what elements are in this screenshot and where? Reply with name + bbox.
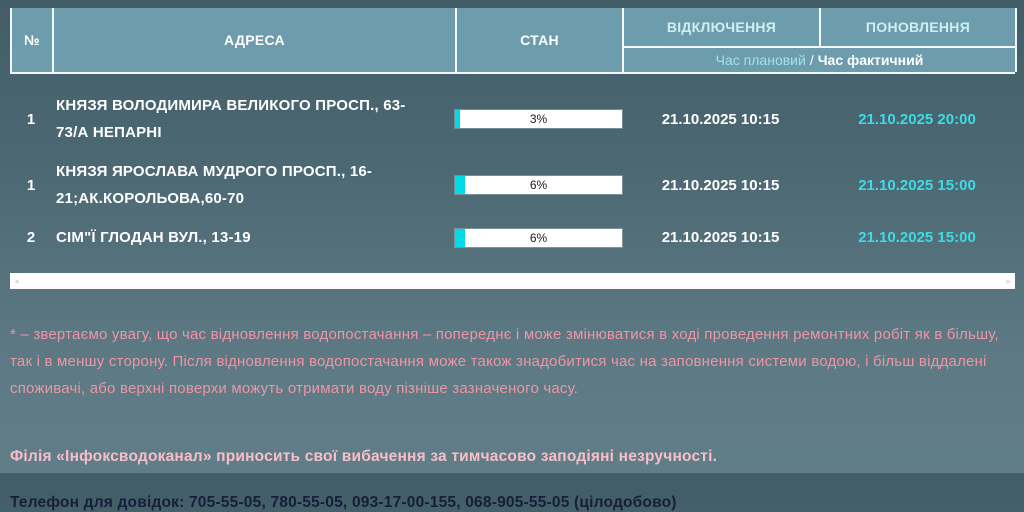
subheader-time-legend: Час плановий / Час фактичний bbox=[624, 46, 1017, 72]
outage-table-header: № АДРЕСА СТАН ВІДКЛЮЧЕННЯ ПОНОВЛЕННЯ Час… bbox=[10, 8, 1017, 74]
progress-bar-fill bbox=[455, 176, 466, 194]
row-state: 6% bbox=[455, 176, 622, 194]
row-disconnect-time: 21.10.2025 10:15 bbox=[661, 229, 780, 246]
col-header-address: АДРЕСА bbox=[54, 8, 457, 72]
progress-bar-label: 6% bbox=[529, 178, 548, 192]
subheader-separator: / bbox=[809, 52, 814, 68]
row-state: 3% bbox=[455, 110, 622, 128]
row-restore-time: 21.10.2025 15:00 bbox=[858, 229, 976, 246]
col-header-disconnect: ВІДКЛЮЧЕННЯ bbox=[624, 8, 821, 46]
outage-table-body: 1 КНЯЗЯ ВОЛОДИМИРА ВЕЛИКОГО ПРОСП., 63-7… bbox=[10, 86, 1015, 257]
progress-bar: 3% bbox=[455, 110, 622, 128]
subheader-actual-label: Час фактичний bbox=[817, 52, 924, 68]
row-address: СІМ"Ї ГЛОДАН ВУЛ., 13-19 bbox=[56, 229, 251, 246]
row-disconnect-time: 21.10.2025 10:15 bbox=[661, 110, 780, 128]
progress-bar: 6% bbox=[455, 228, 622, 247]
subheader-planned-label: Час плановий bbox=[715, 52, 806, 68]
phone-info: Телефон для довідок: 705-55-05, 780-55-0… bbox=[10, 494, 677, 511]
horizontal-scrollbar[interactable]: ◂ ▸ bbox=[10, 273, 1015, 289]
progress-bar: 6% bbox=[455, 176, 622, 194]
scroll-left-icon[interactable]: ◂ bbox=[14, 275, 19, 286]
row-disconnect-time: 21.10.2025 10:15 bbox=[661, 176, 780, 194]
col-header-restore: ПОНОВЛЕННЯ bbox=[821, 8, 1017, 46]
row-state: 6% bbox=[455, 228, 622, 247]
row-address: КНЯЗЯ ВОЛОДИМИРА ВЕЛИКОГО ПРОСП., 63-73/… bbox=[56, 97, 406, 141]
row-number: 2 bbox=[26, 229, 36, 246]
progress-bar-fill bbox=[455, 228, 466, 247]
col-header-state: СТАН bbox=[457, 8, 624, 72]
row-number: 1 bbox=[26, 110, 36, 128]
col-header-number: № bbox=[12, 8, 54, 72]
row-restore-time: 21.10.2025 15:00 bbox=[858, 176, 976, 194]
apology-note: Філія «Інфоксводоканал» приносить свої в… bbox=[10, 448, 718, 465]
progress-bar-fill bbox=[455, 110, 460, 128]
scroll-right-icon[interactable]: ▸ bbox=[1006, 275, 1011, 286]
progress-bar-label: 6% bbox=[529, 230, 548, 245]
restoration-warning-note: * – звертаємо увагу, що час відновлення … bbox=[10, 326, 999, 397]
notes-section: * – звертаємо увагу, що час відновлення … bbox=[10, 289, 1015, 512]
table-row: 2 СІМ"Ї ГЛОДАН ВУЛ., 13-19 6% 21.10.2025… bbox=[10, 218, 1015, 257]
progress-bar-label: 3% bbox=[529, 112, 548, 126]
row-number: 1 bbox=[26, 176, 36, 194]
row-restore-time: 21.10.2025 20:00 bbox=[858, 110, 976, 128]
table-row: 1 КНЯЗЯ ВОЛОДИМИРА ВЕЛИКОГО ПРОСП., 63-7… bbox=[10, 86, 1015, 152]
table-row: 1 КНЯЗЯ ЯРОСЛАВА МУДРОГО ПРОСП., 16-21;А… bbox=[10, 152, 1015, 218]
row-address: КНЯЗЯ ЯРОСЛАВА МУДРОГО ПРОСП., 16-21;АК.… bbox=[56, 163, 373, 207]
